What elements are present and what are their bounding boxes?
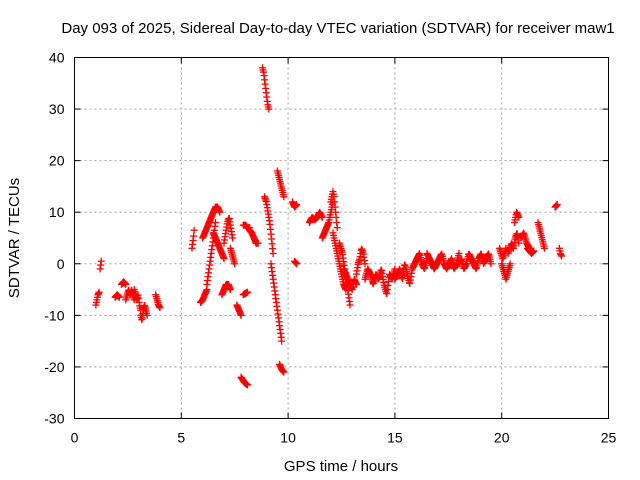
x-tick-label: 20 [494,430,510,446]
y-tick-label: 20 [49,153,65,169]
plot-frame [74,57,609,419]
axis-ticks [74,57,609,419]
data-points [92,64,566,389]
data-point [220,255,228,263]
data-point [122,280,130,288]
data-point [190,226,198,234]
x-tick-labels: 0 5 10 15 20 25 [71,430,617,446]
x-tick-label: 0 [71,430,79,446]
x-tick-label: 25 [601,430,617,446]
data-point [346,301,354,309]
y-tick-label: 0 [57,256,65,272]
data-point [278,337,286,345]
data-point [506,260,514,268]
x-axis-label: GPS time / hours [284,458,398,475]
x-tick-label: 5 [177,430,185,446]
data-point [540,244,548,252]
y-tick-label: 10 [49,204,65,220]
data-point [216,208,224,216]
data-point [553,200,561,208]
data-point [293,200,301,208]
data-point [229,234,237,242]
data-point [318,213,326,221]
data-point [487,260,495,268]
data-point [97,257,105,265]
data-point [515,213,523,221]
y-axis-label: SDTVAR / TECUs [6,178,23,298]
data-point [515,239,523,247]
data-point [226,286,234,294]
data-point [455,249,463,257]
x-tick-label: 10 [280,430,296,446]
data-point [333,224,341,232]
data-point [352,280,360,288]
chart-title: Day 093 of 2025, Sidereal Day-to-day VTE… [61,20,614,37]
data-point [237,311,245,319]
data-point [361,260,369,268]
data-point [156,304,164,312]
data-point [95,288,103,296]
y-tick-label: -20 [44,359,64,375]
data-point [280,368,288,376]
data-point [211,219,219,227]
data-point [280,193,288,201]
data-point [558,252,566,260]
y-tick-label: -30 [44,411,64,427]
data-point [265,105,273,113]
data-point [269,249,277,257]
data-point [244,381,252,389]
data-point [293,260,301,268]
data-point [231,260,239,268]
y-tick-label: -10 [44,307,64,323]
data-point [254,239,262,247]
y-tick-label: 30 [49,101,65,117]
x-tick-label: 15 [387,430,403,446]
y-tick-labels: -30 -20 -10 0 10 20 30 40 [44,50,64,427]
y-tick-label: 40 [49,50,65,66]
data-point [244,288,252,296]
data-point [143,311,151,319]
data-point [115,293,123,301]
data-point [530,247,538,255]
